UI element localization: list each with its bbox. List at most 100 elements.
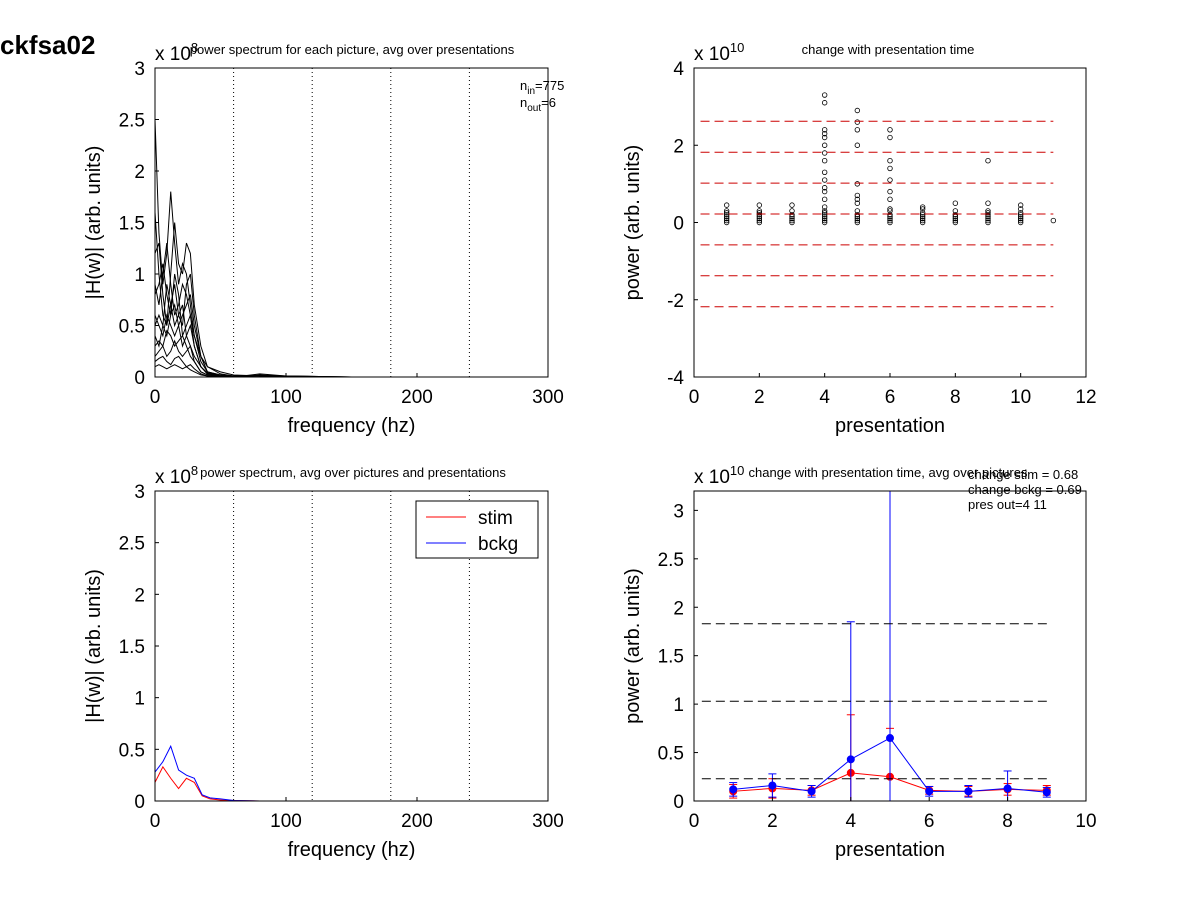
series-line-bckg (155, 744, 548, 801)
scatter-point (723, 202, 730, 208)
series-line-9 (155, 294, 548, 377)
x-axis-label: frequency (hz) (288, 415, 416, 437)
y-tick-label: 2.5 (119, 534, 145, 555)
scatter-point (985, 217, 991, 224)
scatter-point (985, 157, 991, 164)
scatter-point (756, 215, 763, 222)
y-tick-label: 0.5 (119, 740, 145, 761)
x-axis-label: frequency (hz) (288, 839, 416, 861)
scatter-point (821, 157, 828, 164)
scatter-point (821, 210, 828, 216)
chart-title: change with presentation time, avg over … (749, 465, 1028, 480)
scatter-point (821, 142, 828, 148)
axis-exponent: x 108 (155, 463, 198, 488)
scatter-point (919, 206, 926, 212)
page-title: ckfsa02 (0, 30, 96, 60)
scatter-point (1017, 214, 1024, 220)
y-axis-label: power (arb. units) (622, 145, 644, 301)
series-line-1 (155, 212, 548, 377)
scatter-point (887, 219, 893, 226)
annotation-text: pres out=4 11 (968, 497, 1047, 512)
scatter-point (821, 208, 828, 214)
x-tick-label: 0 (150, 811, 161, 832)
scatter-point (887, 196, 893, 203)
series-line-6 (155, 329, 548, 377)
x-tick-label: 10 (1010, 387, 1031, 408)
x-axis-label: presentation (835, 839, 945, 861)
scatter-point (887, 215, 893, 222)
scatter-point (952, 212, 959, 218)
panel-br: 0 2 4 6 8 10 0 0.5 1 1.5 2 2.5 3 x 1010 change with pr… (622, 463, 1097, 861)
scatter-point (919, 219, 926, 226)
scatter-point (887, 165, 893, 172)
scatter-point (821, 130, 828, 137)
legend-label-bckg: bckg (478, 534, 518, 555)
x-axis-label: presentation (835, 415, 945, 437)
scatter-point (821, 177, 828, 183)
scatter-point (952, 217, 959, 224)
scatter-point (821, 188, 828, 195)
scatter-point (821, 169, 828, 175)
x-tick-label: 0 (689, 387, 700, 408)
y-tick-label: 4 (673, 59, 684, 80)
scatter-point (1017, 206, 1024, 212)
data-point (729, 785, 738, 794)
x-tick-label: 12 (1075, 387, 1096, 408)
scatter-point (919, 212, 926, 218)
y-tick-label: 0.5 (658, 744, 684, 765)
plot-area (723, 92, 1057, 226)
scatter-point (821, 196, 828, 203)
chart-title: power spectrum, avg over pictures and pr… (200, 465, 506, 480)
scatter-point (723, 208, 730, 214)
y-tick-label: 2.5 (658, 550, 684, 571)
scatter-point (854, 212, 861, 218)
y-tick-label: -2 (667, 291, 684, 312)
scatter-point (887, 134, 893, 141)
series-line-4 (155, 284, 548, 377)
scatter-point (821, 150, 828, 156)
series-line-0 (155, 119, 548, 377)
scatter-point (854, 107, 861, 114)
panel-tr: 0 2 4 6 8 10 12 -4 -2 0 2 4 x 1010 change with presen… (622, 40, 1097, 437)
series-line-7 (155, 339, 548, 377)
scatter-point (854, 142, 861, 148)
scatter-point (1017, 215, 1024, 222)
scatter-point (919, 214, 926, 220)
scatter-point (821, 134, 828, 141)
y-axis-label: |H(w)| (arb. units) (83, 569, 105, 723)
scatter-point (1050, 217, 1057, 224)
scatter-point (821, 185, 828, 191)
legend-box (415, 500, 539, 559)
series-line-2 (155, 242, 548, 377)
scatter-point (854, 208, 861, 214)
y-tick-label: 1.5 (658, 647, 684, 668)
scatter-point (821, 217, 828, 224)
scatter-point (887, 217, 893, 224)
scatter-point (723, 214, 730, 220)
scatter-point (789, 217, 795, 224)
x-tick-label: 6 (924, 811, 935, 832)
y-tick-label: 0 (134, 792, 145, 813)
scatter-point (789, 212, 795, 218)
scatter-point (952, 215, 959, 222)
x-tick-label: 8 (950, 387, 961, 408)
scatter-point (919, 215, 926, 222)
plot-area (155, 119, 548, 377)
scatter-point (985, 212, 991, 218)
axis-exponent: x 1010 (694, 463, 744, 488)
scatter-point (1017, 210, 1024, 216)
scatter-point (952, 200, 959, 206)
x-tick-label: 200 (401, 811, 433, 832)
data-point (768, 781, 777, 790)
scatter-point (919, 210, 926, 216)
annotation-text: nout=6 (520, 95, 556, 114)
x-tick-label: 200 (401, 387, 433, 408)
x-tick-label: 2 (767, 811, 778, 832)
scatter-point (985, 215, 991, 222)
scatter-point (821, 204, 828, 210)
scatter-point (985, 200, 991, 206)
y-tick-label: 0 (134, 368, 145, 389)
scatter-point (854, 217, 861, 224)
annotation-text: change bckg = 0.69 (968, 482, 1082, 497)
